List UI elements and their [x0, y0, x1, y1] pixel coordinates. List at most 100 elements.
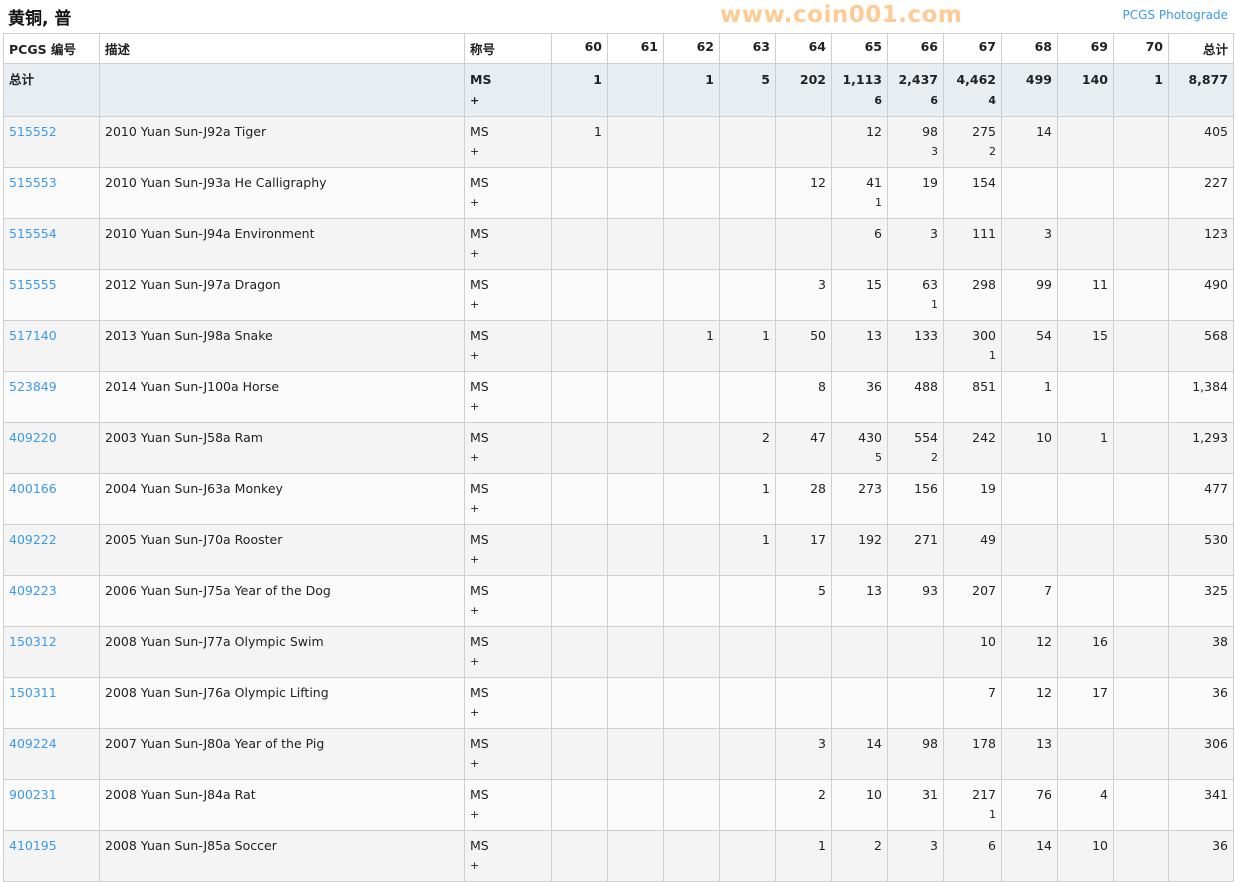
count-value: 14 [1036, 838, 1052, 853]
count-value: 41 [866, 175, 882, 190]
count-value: 154 [972, 175, 996, 190]
pcgs-number-cell[interactable]: 515553 [3, 167, 100, 219]
pcgs-number-link[interactable]: 517140 [9, 328, 57, 343]
plus-count-value: 1 [989, 349, 996, 362]
description-cell: 2010 Yuan Sun-J93a He Calligraphy [99, 167, 465, 219]
grade-count-cell: 11 [1057, 269, 1114, 321]
grade-count-cell [607, 63, 664, 117]
pcgs-number-cell[interactable]: 410195 [3, 830, 100, 882]
designation-cell: MS + [464, 422, 552, 474]
grade-label: MS [470, 736, 489, 751]
grade-count-cell [1057, 728, 1114, 780]
grade-count-cell: 36 [831, 371, 888, 423]
count-value: 10 [1092, 838, 1108, 853]
count-value: 12 [810, 175, 826, 190]
grade-count-cell [551, 626, 608, 678]
count-value: 28 [810, 481, 826, 496]
grade-label: MS [470, 379, 489, 394]
designation-cell: MS + [464, 320, 552, 372]
grade-label: MS [470, 787, 489, 802]
grade-count-cell: 10 [943, 626, 1002, 678]
count-value: 1 [762, 328, 770, 343]
count-value: 156 [914, 481, 938, 496]
pcgs-number-link[interactable]: 409222 [9, 532, 57, 547]
grade-count-cell: 98 3 [887, 116, 944, 168]
grade-count-cell [551, 779, 608, 831]
plus-count-value: 2 [989, 145, 996, 158]
description-cell: 2006 Yuan Sun-J75a Year of the Dog [99, 575, 465, 627]
pcgs-number-cell[interactable]: 409223 [3, 575, 100, 627]
pcgs-number-cell[interactable]: 150312 [3, 626, 100, 678]
grade-count-cell: 7 [1001, 575, 1058, 627]
grade-count-cell: 12 [1001, 677, 1058, 729]
pcgs-number-cell[interactable]: 400166 [3, 473, 100, 525]
table-row: 409223 2006 Yuan Sun-J75a Year of the Dog… [3, 575, 1234, 627]
pcgs-number-cell[interactable]: 523849 [3, 371, 100, 423]
pcgs-number-cell[interactable]: 409222 [3, 524, 100, 576]
pcgs-number-link[interactable]: 515554 [9, 226, 57, 241]
pcgs-number-link[interactable]: 523849 [9, 379, 57, 394]
pcgs-number-cell[interactable]: 515555 [3, 269, 100, 321]
grade-count-cell [719, 677, 776, 729]
count-value: 1 [762, 481, 770, 496]
grade-count-cell [663, 473, 720, 525]
column-header: 66 [887, 33, 944, 64]
count-value: 3 [1044, 226, 1052, 241]
grade-count-cell: 14 [831, 728, 888, 780]
pcgs-number-link[interactable]: 515555 [9, 277, 57, 292]
pcgs-number-link[interactable]: 515553 [9, 175, 57, 190]
pcgs-number-link[interactable]: 409220 [9, 430, 57, 445]
count-value: 554 [914, 430, 938, 445]
count-value: 1 [1100, 430, 1108, 445]
grade-count-cell [719, 167, 776, 219]
column-header: 总计 [1168, 33, 1234, 64]
grade-count-cell: 28 [775, 473, 832, 525]
column-header: 60 [551, 33, 608, 64]
pcgs-photograde-link[interactable]: PCGS Photograde [1122, 8, 1228, 22]
pcgs-number-link[interactable]: 409223 [9, 583, 57, 598]
pcgs-number-link[interactable]: 400166 [9, 481, 57, 496]
description-cell: 2005 Yuan Sun-J70a Rooster [99, 524, 465, 576]
column-header: 70 [1113, 33, 1169, 64]
column-header: 63 [719, 33, 776, 64]
grade-count-cell [719, 626, 776, 678]
grade-count-cell [551, 371, 608, 423]
count-value: 3 [818, 736, 826, 751]
grade-count-cell: 15 [1057, 320, 1114, 372]
grade-count-cell [719, 218, 776, 270]
table-row: 515554 2010 Yuan Sun-J94a Environment MS +6… [3, 218, 1234, 270]
plus-label: + [470, 145, 480, 158]
count-value: 63 [922, 277, 938, 292]
grade-count-cell [663, 626, 720, 678]
grade-count-cell: 554 2 [887, 422, 944, 474]
count-value: 17 [1092, 685, 1108, 700]
pcgs-number-cell[interactable]: 515554 [3, 218, 100, 270]
grade-count-cell [607, 830, 664, 882]
grade-count-cell: 488 [887, 371, 944, 423]
grade-count-cell [607, 779, 664, 831]
grade-count-cell [719, 830, 776, 882]
pcgs-number-cell[interactable]: 409224 [3, 728, 100, 780]
pcgs-number-cell[interactable]: 517140 [3, 320, 100, 372]
plus-label: + [470, 502, 480, 515]
pcgs-number-cell[interactable]: 900231 [3, 779, 100, 831]
plus-count-value: 5 [875, 451, 882, 464]
grade-count-cell: 1 [663, 63, 720, 117]
pcgs-number-link[interactable]: 515552 [9, 124, 57, 139]
pcgs-number-link[interactable]: 150312 [9, 634, 57, 649]
column-header: 称号 [464, 33, 552, 64]
pcgs-number-cell[interactable]: 515552 [3, 116, 100, 168]
pcgs-number-link[interactable]: 409224 [9, 736, 57, 751]
grade-count-cell [719, 779, 776, 831]
pcgs-number-link[interactable]: 150311 [9, 685, 57, 700]
table-header-row: PCGS 编号 描述 称号 60 61 62 63 64 65 66 67 68 69 70 总计 [3, 33, 1234, 64]
grade-count-cell [607, 167, 664, 219]
count-value: 14 [866, 736, 882, 751]
count-value: 16 [1092, 634, 1108, 649]
pcgs-number-cell[interactable]: 409220 [3, 422, 100, 474]
grade-count-cell: 2 [719, 422, 776, 474]
pcgs-number-cell[interactable]: 150311 [3, 677, 100, 729]
pcgs-number-link[interactable]: 410195 [9, 838, 57, 853]
grade-count-cell [1113, 422, 1169, 474]
pcgs-number-link[interactable]: 900231 [9, 787, 57, 802]
